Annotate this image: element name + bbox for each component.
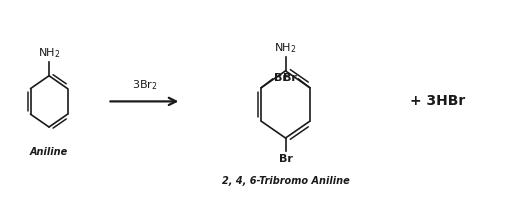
Text: Br: Br [278, 154, 292, 164]
Text: 2, 4, 6-Tribromo Aniline: 2, 4, 6-Tribromo Aniline [221, 176, 349, 186]
Text: 3Br$_2$: 3Br$_2$ [131, 78, 157, 92]
Text: NH$_2$: NH$_2$ [274, 41, 296, 55]
Text: Br: Br [273, 73, 287, 83]
Text: Br: Br [282, 73, 296, 83]
Text: NH$_2$: NH$_2$ [38, 46, 60, 60]
Text: Aniline: Aniline [30, 147, 68, 157]
Text: + 3HBr: + 3HBr [409, 94, 465, 108]
